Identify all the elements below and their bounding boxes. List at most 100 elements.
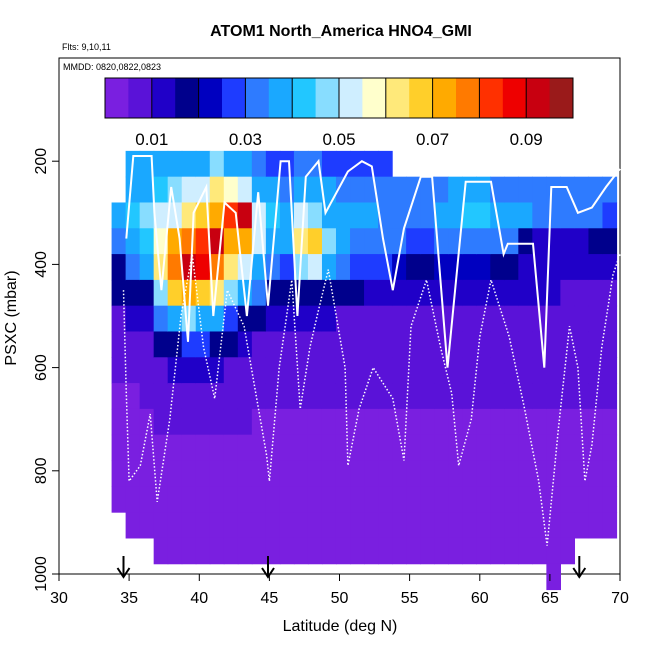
heatmap-cell [546, 512, 561, 539]
heatmap-cell [209, 279, 225, 307]
heatmap-cell [279, 434, 295, 462]
heatmap-cell [420, 305, 435, 333]
heatmap-cell [462, 254, 477, 281]
heatmap-cell [125, 357, 141, 384]
heatmap-cell [518, 202, 533, 229]
heatmap-cell [153, 150, 169, 178]
heatmap-cell [420, 460, 435, 487]
heatmap-cell [251, 537, 267, 565]
heatmap-cell [167, 434, 183, 462]
heatmap-cell [364, 408, 379, 436]
heatmap-cell [378, 305, 393, 333]
heatmap-cell [546, 383, 561, 410]
heatmap-cell [602, 202, 618, 229]
heatmap-cell [335, 202, 351, 229]
heatmap-cell [139, 228, 155, 255]
heatmap-cell [350, 486, 365, 513]
heatmap-cell [350, 383, 365, 410]
heatmap-cell [265, 331, 281, 358]
heatmap-cell [490, 486, 505, 513]
heatmap-cell [476, 331, 491, 358]
heatmap-cell [167, 460, 183, 487]
heatmap-cell [350, 228, 365, 255]
x-tick-label: 50 [331, 590, 349, 607]
colorbar-swatch [339, 78, 363, 118]
heatmap-cell [195, 228, 211, 255]
heatmap-cell [279, 279, 295, 307]
heatmap-cell [335, 383, 351, 410]
heatmap-cell [406, 512, 421, 539]
heatmap-cell [588, 176, 604, 204]
heatmap-cell [237, 150, 253, 178]
heatmap-cell [448, 486, 463, 513]
heatmap-cell [195, 408, 211, 436]
heatmap-cell [321, 486, 337, 513]
heatmap-cell [209, 460, 225, 487]
heatmap-cell [420, 202, 435, 229]
heatmap-cell [392, 176, 407, 204]
heatmap-cell [350, 202, 365, 229]
flight-track [122, 155, 621, 546]
heatmap-cell [111, 254, 127, 281]
heatmap-cell [518, 486, 533, 513]
heatmap-cell [237, 537, 253, 565]
heatmap-cell [195, 460, 211, 487]
heatmap-cell [448, 176, 463, 204]
heatmap-cell [125, 176, 141, 204]
heatmap-cell [420, 279, 435, 307]
heatmap-cell [251, 408, 267, 436]
heatmap-cell [251, 434, 267, 462]
heatmap-cell [153, 279, 169, 307]
heatmap-cell [139, 279, 155, 307]
colorbar-swatch [245, 78, 270, 118]
heatmap-cell [350, 176, 365, 204]
heatmap-cell [560, 228, 576, 255]
heatmap-cell [181, 383, 197, 410]
heatmap-cell [574, 202, 590, 229]
heatmap-cell [406, 279, 421, 307]
heatmap-cell [307, 254, 323, 281]
heatmap-cell [490, 357, 505, 384]
heatmap-cell [209, 434, 225, 462]
heatmap-cell [139, 305, 155, 333]
heatmap-cell [574, 279, 590, 307]
heatmap-cell [139, 408, 155, 436]
colorbar-tick-label: 0.03 [229, 130, 262, 149]
heatmap-cell [518, 254, 533, 281]
heatmap-cell [406, 383, 421, 410]
heatmap-cell [378, 383, 393, 410]
heatmap-cell [350, 434, 365, 462]
heatmap-cell [153, 202, 169, 229]
heatmap-cell [251, 512, 267, 539]
heatmap-cell [602, 279, 618, 307]
y-tick-label: 200 [33, 148, 50, 175]
heatmap-cell [364, 150, 379, 178]
x-tick-label: 65 [541, 590, 559, 607]
heatmap-cell [153, 408, 169, 436]
heatmap-cell [546, 357, 561, 384]
heatmap-cell [167, 512, 183, 539]
x-tick-label: 45 [261, 590, 279, 607]
heatmap-cell [588, 279, 604, 307]
heatmap-cell [434, 254, 449, 281]
heatmap-cell [504, 202, 519, 229]
heatmap-cell [153, 434, 169, 462]
heatmap-cell [364, 357, 379, 384]
heatmap-cell [307, 357, 323, 384]
heatmap-cell [504, 228, 519, 255]
heatmap-cell [392, 537, 407, 565]
heatmap-cell [125, 228, 141, 255]
heatmap-cell [335, 434, 351, 462]
heatmap-cell [307, 305, 323, 333]
heatmap-cell [167, 537, 183, 565]
heatmap-cell [293, 150, 309, 178]
heatmap-cell [420, 383, 435, 410]
heatmap-cell [434, 176, 449, 204]
arrow-head [572, 567, 587, 579]
heatmap-cell [448, 383, 463, 410]
heatmap-cell [181, 150, 197, 178]
heatmap-cell [462, 228, 477, 255]
heatmap-cell [574, 434, 590, 462]
heatmap-cell [588, 202, 604, 229]
